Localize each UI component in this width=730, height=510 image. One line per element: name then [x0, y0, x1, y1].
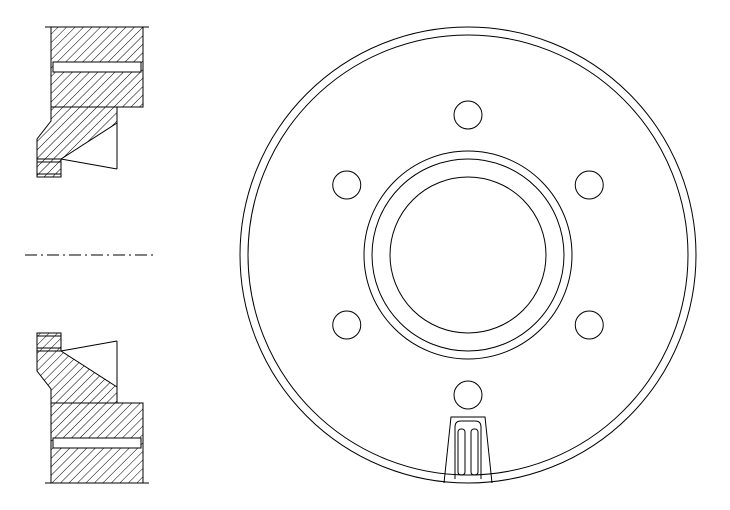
notch-outline [444, 417, 492, 483]
bolt-hole [333, 311, 361, 339]
notch-slot [458, 429, 465, 475]
side-section-view [25, 27, 155, 483]
brake-disc-technical-drawing [0, 0, 730, 510]
notch-slot [471, 429, 478, 475]
bolt-hole [333, 171, 361, 199]
bolt-hole [454, 101, 482, 129]
bolt-hole [454, 381, 482, 409]
bolt-hole [575, 311, 603, 339]
front-view [240, 27, 696, 483]
section-hat-lower [37, 351, 117, 403]
section-hat-upper [37, 107, 117, 159]
bolt-hole [575, 171, 603, 199]
